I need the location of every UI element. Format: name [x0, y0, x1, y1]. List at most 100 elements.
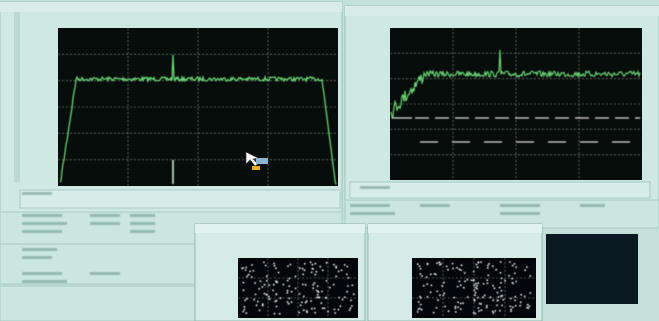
- constellation-point: [306, 310, 308, 312]
- constellation-point: [477, 282, 479, 284]
- constellation-point: [245, 312, 247, 314]
- constellation-point: [274, 301, 276, 303]
- constellation-point: [306, 300, 308, 302]
- constellation-point: [272, 290, 274, 292]
- constellation-point: [437, 299, 439, 301]
- constellation-point: [458, 268, 460, 270]
- constellation-point: [338, 309, 340, 311]
- constellation-point: [460, 284, 462, 286]
- constellation-window: [195, 224, 365, 321]
- constellation-point: [353, 293, 355, 295]
- constellation-point: [457, 301, 459, 303]
- constellation-point: [326, 280, 328, 282]
- constellation-point: [322, 269, 324, 271]
- constellation-point: [474, 294, 476, 296]
- constellation-point: [341, 269, 343, 271]
- blurred-label: [22, 248, 57, 251]
- constellation-point: [436, 262, 438, 264]
- blurred-label: [22, 256, 52, 259]
- constellation-point: [509, 305, 511, 307]
- constellation-point: [280, 297, 282, 299]
- constellation-point: [479, 303, 481, 305]
- constellation-point: [512, 265, 514, 267]
- constellation-point: [312, 287, 314, 289]
- constellation-point: [258, 288, 260, 290]
- constellation-point: [446, 266, 448, 268]
- constellation-point: [243, 309, 245, 311]
- constellation-point: [439, 294, 441, 296]
- constellation-point: [484, 295, 486, 297]
- constellation-point: [326, 262, 328, 264]
- constellation-point: [514, 300, 516, 302]
- constellation-point: [312, 284, 314, 286]
- constellation-point: [487, 274, 489, 276]
- constellation-point: [251, 276, 253, 278]
- constellation-point: [344, 296, 346, 298]
- constellation-point: [338, 297, 340, 299]
- constellation-point: [452, 263, 454, 265]
- constellation-point: [460, 269, 462, 271]
- constellation-point: [303, 309, 305, 311]
- constellation-point: [427, 296, 429, 298]
- constellation-point: [246, 298, 248, 300]
- constellation-point: [287, 265, 289, 267]
- constellation-point: [473, 284, 475, 286]
- constellation-point: [515, 266, 517, 268]
- constellation-point: [256, 304, 258, 306]
- constellation-point: [423, 285, 425, 287]
- constellation-point: [417, 311, 419, 313]
- constellation-point: [288, 298, 290, 300]
- constellation-point: [457, 306, 459, 308]
- settings-panel: [0, 286, 195, 321]
- constellation-point: [421, 275, 423, 277]
- constellation-point: [287, 280, 289, 282]
- constellation-point: [481, 309, 483, 311]
- constellation-point: [420, 268, 422, 270]
- constellation-point: [269, 298, 271, 300]
- blurred-label: [130, 230, 155, 233]
- constellation-point: [320, 302, 322, 304]
- blurred-label: [130, 222, 155, 225]
- constellation-point: [480, 261, 482, 263]
- constellation-point: [305, 284, 307, 286]
- constellation-point: [476, 288, 478, 290]
- constellation-point: [448, 310, 450, 312]
- constellation-point: [454, 307, 456, 309]
- constellation-point: [349, 309, 351, 311]
- constellation-point: [500, 282, 502, 284]
- title-bar: [368, 224, 542, 233]
- constellation-point: [327, 311, 329, 313]
- constellation-point: [453, 297, 455, 299]
- constellation-point: [487, 265, 489, 267]
- constellation-point: [419, 296, 421, 298]
- constellation-point: [312, 264, 314, 266]
- screen: [0, 0, 659, 321]
- constellation-point: [457, 286, 459, 288]
- constellation-point: [455, 306, 457, 308]
- constellation-point: [245, 267, 247, 269]
- constellation-point: [478, 310, 480, 312]
- constellation-point: [439, 264, 441, 266]
- constellation-point: [487, 267, 489, 269]
- constellation-point: [263, 262, 265, 264]
- constellation-point: [342, 299, 344, 301]
- constellation-point: [512, 306, 514, 308]
- constellation-point: [510, 298, 512, 300]
- constellation-point: [253, 299, 255, 301]
- constellation-point: [244, 306, 246, 308]
- constellation-point: [501, 295, 503, 297]
- constellation-point: [276, 306, 278, 308]
- constellation-point: [314, 274, 316, 276]
- constellation-point: [335, 267, 337, 269]
- constellation-point: [486, 305, 488, 307]
- blurred-label: [22, 230, 62, 233]
- constellation-point: [466, 279, 468, 281]
- constellation-point: [433, 312, 435, 314]
- constellation-point: [335, 275, 337, 277]
- constellation-point: [426, 276, 428, 278]
- constellation-point: [418, 308, 420, 310]
- constellation-point: [310, 261, 312, 263]
- constellation-point: [524, 296, 526, 298]
- constellation-point: [257, 301, 259, 303]
- constellation-point: [302, 268, 304, 270]
